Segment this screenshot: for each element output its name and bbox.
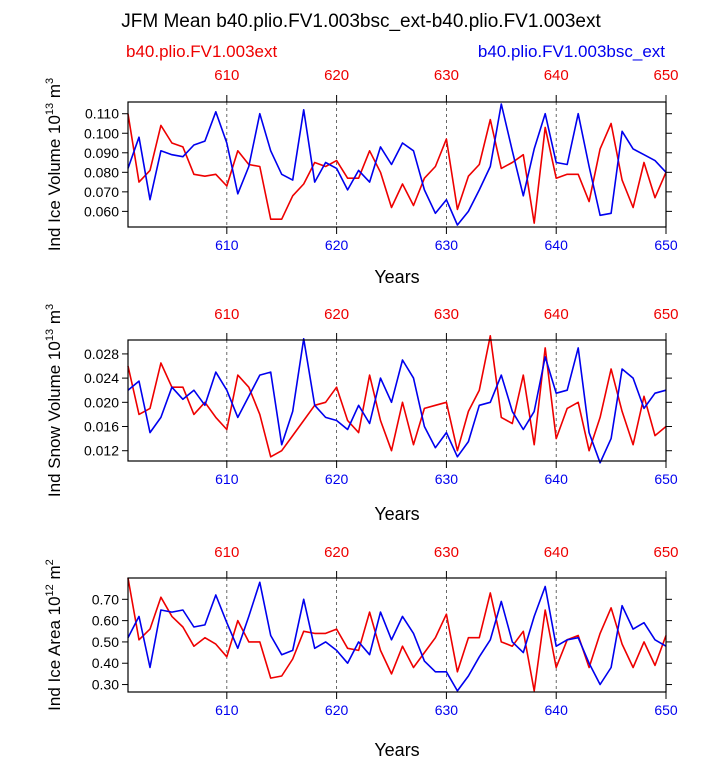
x-tick-label-blue: 640 <box>545 471 569 487</box>
x-tick-label-red: 650 <box>653 306 678 323</box>
x-tick-label-blue: 640 <box>545 237 569 253</box>
plot-frame <box>127 577 667 693</box>
y-tick-label: 0.40 <box>92 655 119 671</box>
x-tick-label-blue: 610 <box>215 237 239 253</box>
x-tick-label-blue: 630 <box>435 237 459 253</box>
x-tick-label-blue: 640 <box>545 702 569 718</box>
x-tick-label-red: 630 <box>434 306 459 323</box>
x-tick-label-red: 620 <box>324 67 349 84</box>
y-axis-label-part: 12 <box>44 584 56 596</box>
y-axis-label-part: 13 <box>44 329 56 341</box>
x-tick-label-red: 640 <box>544 67 569 84</box>
x-tick-label-blue: 610 <box>215 702 239 718</box>
x-tick-label-blue: 650 <box>654 702 678 718</box>
y-axis-label-part: 2 <box>44 559 56 565</box>
chart-panel-3: 0.30 0.40 0.50 0.60 0.70 610 610 620 620 630 630 64… <box>44 544 679 759</box>
x-tick-label-blue: 650 <box>654 237 678 253</box>
y-tick-label: 0.30 <box>92 677 119 693</box>
y-axis-label-part: m <box>45 310 64 329</box>
y-tick-label: 0.60 <box>92 613 119 629</box>
chart-panel-1: 0.060 0.070 0.080 0.090 0.100 0.110 610 610 620 6… <box>44 67 679 287</box>
y-tick-label: 0.080 <box>84 164 119 180</box>
chart-panel-2: 0.012 0.016 0.020 0.024 0.028 610 610 620 620 630… <box>44 304 679 524</box>
y-axis-label: Ind Ice Volume 1013 m3 <box>44 78 64 251</box>
y-axis-label: Ind Snow Volume 1013 m3 <box>44 304 64 497</box>
figure-title: JFM Mean b40.plio.FV1.003bsc_ext-b40.pli… <box>121 11 601 32</box>
x-axis-label: Years <box>374 740 419 759</box>
series-line-red <box>127 577 667 692</box>
y-tick-label: 0.028 <box>84 346 119 362</box>
x-tick-label-blue: 620 <box>325 702 349 718</box>
x-tick-label-red: 640 <box>544 306 569 323</box>
x-tick-label-red: 610 <box>214 67 239 84</box>
x-axis-label: Years <box>374 267 419 287</box>
x-tick-label-blue: 620 <box>325 471 349 487</box>
x-tick-label-red: 620 <box>324 306 349 323</box>
x-tick-label-red: 610 <box>214 544 239 561</box>
x-tick-label-red: 610 <box>214 306 239 323</box>
y-axis-label-part: Ind Ice Volume 10 <box>45 115 64 251</box>
y-axis-label-part: 3 <box>44 304 56 310</box>
y-axis-label-part: Ind Ice Area 10 <box>45 596 64 710</box>
legend-blue-label: b40.plio.FV1.003bsc_ext <box>478 42 665 61</box>
x-tick-label-blue: 620 <box>325 237 349 253</box>
x-tick-label-red: 640 <box>544 544 569 561</box>
y-tick-label: 0.110 <box>85 106 119 122</box>
series-line-blue <box>127 337 667 464</box>
y-axis-label-part: m <box>45 565 64 584</box>
y-tick-label: 0.060 <box>84 203 119 219</box>
x-tick-label-blue: 630 <box>435 471 459 487</box>
x-tick-label-red: 620 <box>324 544 349 561</box>
y-tick-label: 0.020 <box>84 394 119 410</box>
y-tick-label: 0.50 <box>92 634 119 650</box>
series-line-blue <box>127 581 667 692</box>
series-line-blue <box>127 103 667 226</box>
plot-frame <box>127 339 667 462</box>
y-tick-label: 0.100 <box>84 125 119 141</box>
y-axis-label-part: m <box>45 84 64 103</box>
y-tick-label: 0.090 <box>84 145 119 161</box>
y-tick-label: 0.012 <box>84 443 119 459</box>
x-axis-label: Years <box>374 504 419 524</box>
y-tick-label: 0.016 <box>84 419 119 435</box>
y-tick-label: 0.070 <box>84 184 119 200</box>
legend-red-label: b40.plio.FV1.003ext <box>126 42 277 61</box>
x-tick-label-red: 650 <box>653 544 678 561</box>
x-tick-label-blue: 650 <box>654 471 678 487</box>
y-axis-label-part: 13 <box>44 103 56 115</box>
x-tick-label-blue: 610 <box>215 471 239 487</box>
y-tick-label: 0.70 <box>92 591 119 607</box>
series-line-red <box>127 113 667 224</box>
y-axis-label: Ind Ice Area 1012 m2 <box>44 559 64 711</box>
y-tick-label: 0.024 <box>84 370 119 386</box>
x-tick-label-red: 630 <box>434 67 459 84</box>
y-axis-label-part: 3 <box>44 78 56 84</box>
plot-frame <box>127 101 667 228</box>
y-axis-label-part: Ind Snow Volume 10 <box>45 341 64 497</box>
x-tick-label-red: 650 <box>653 67 678 84</box>
x-tick-label-red: 630 <box>434 544 459 561</box>
series-line-red <box>127 334 667 458</box>
x-tick-label-blue: 630 <box>435 702 459 718</box>
